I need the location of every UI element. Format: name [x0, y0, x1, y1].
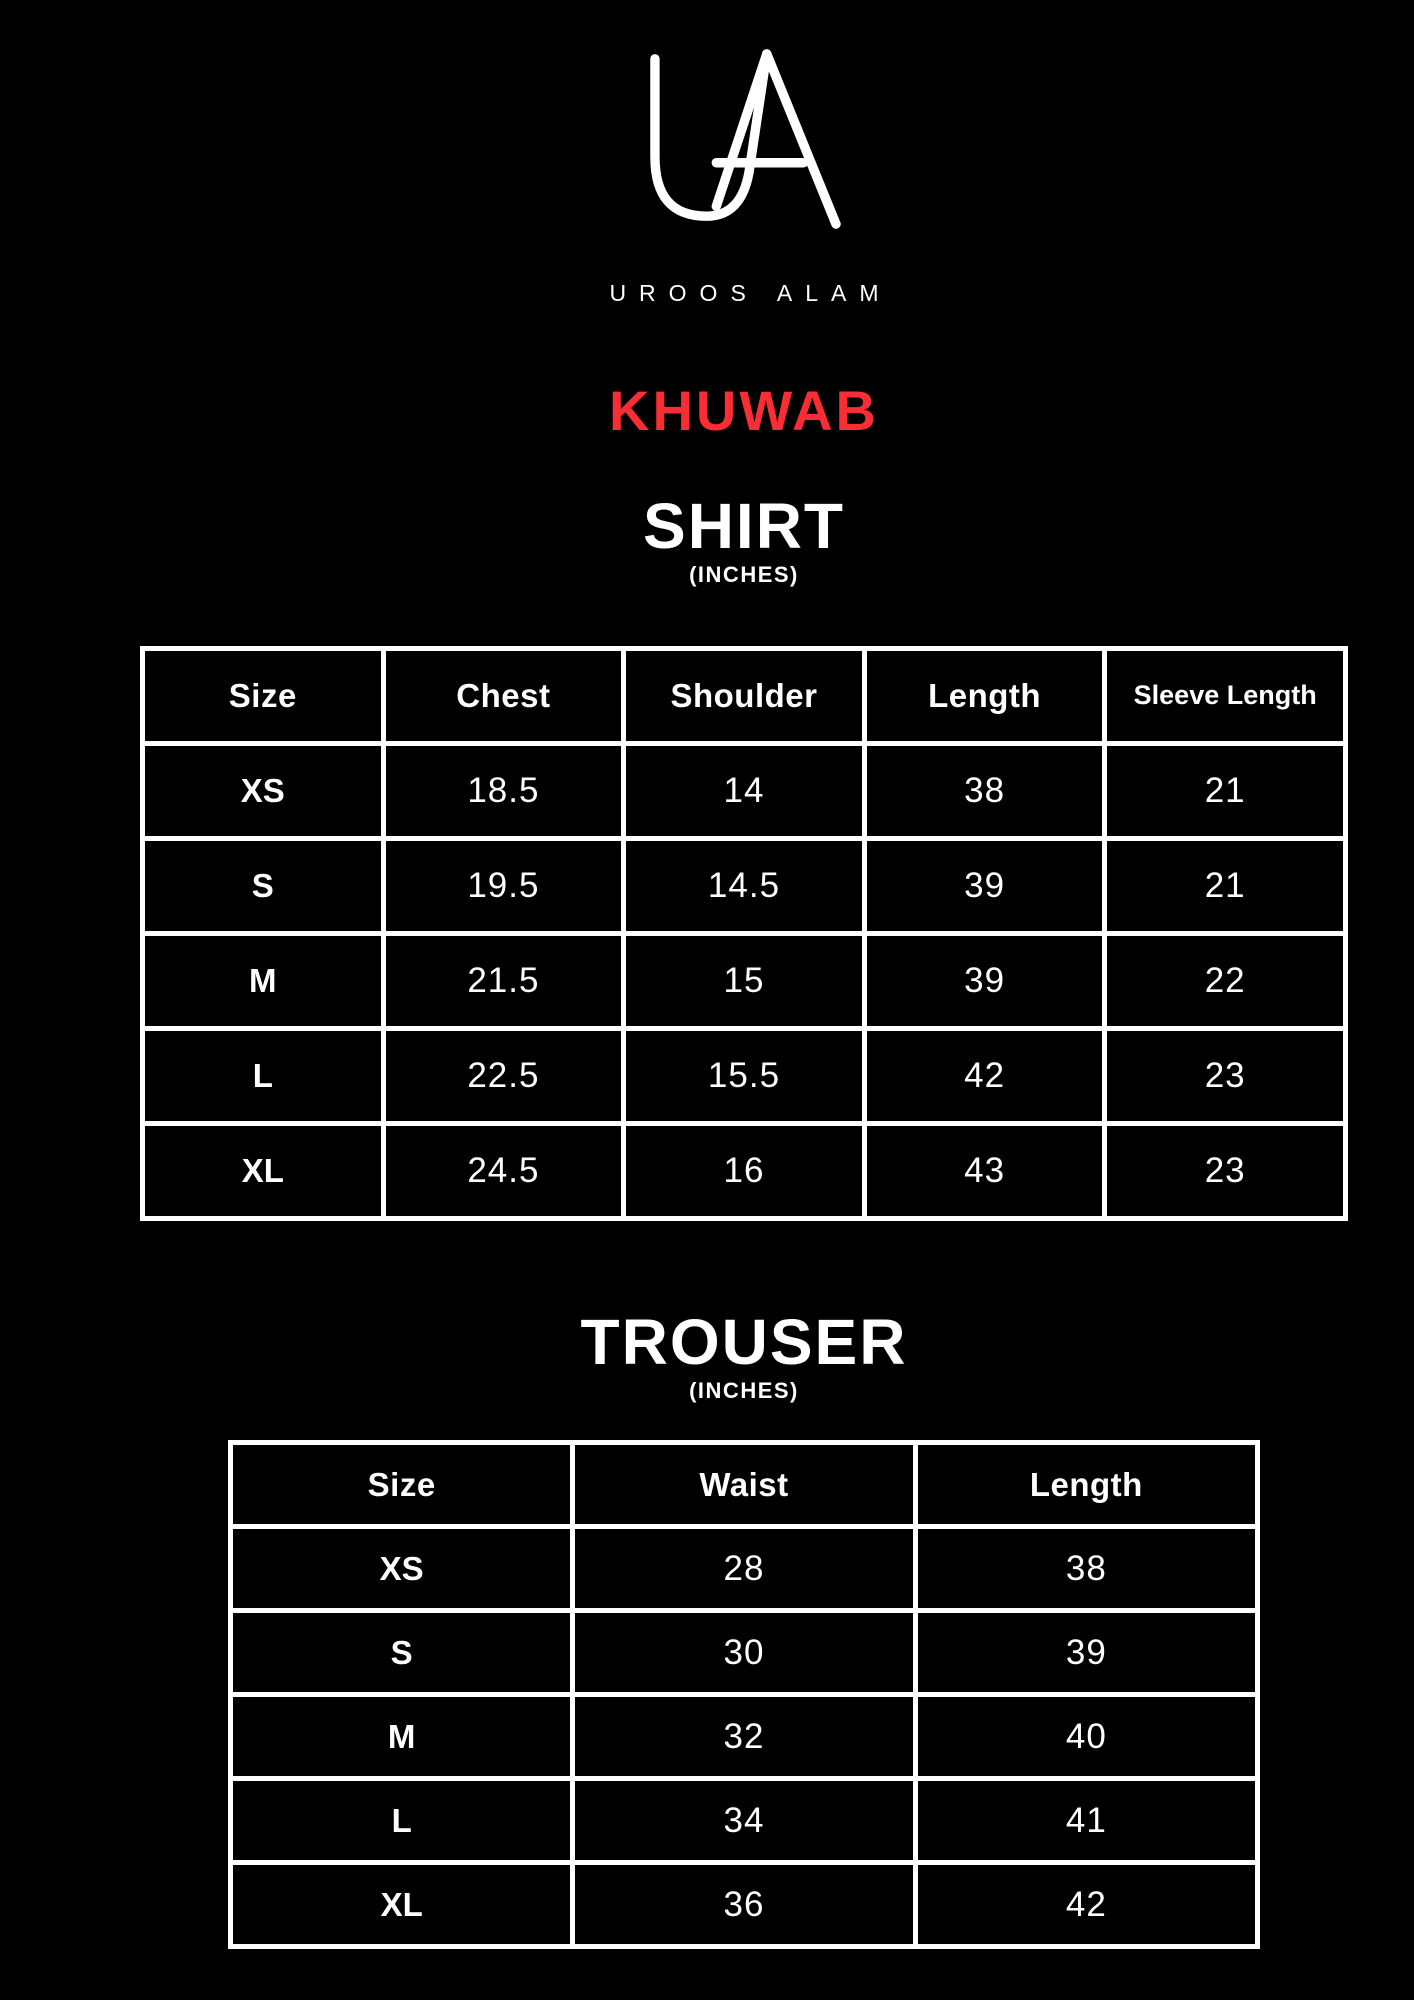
size-label: XS — [227, 1524, 576, 1614]
shirt-size-table: Size Chest Shoulder Length Sleeve Length XS 18… — [140, 645, 1348, 1221]
value-cell: 40 — [912, 1692, 1261, 1782]
value-cell: 22 — [1102, 930, 1348, 1031]
size-label: S — [227, 1608, 576, 1698]
collection-title: KHUWAB — [609, 378, 879, 442]
column-header: Size — [227, 1440, 576, 1530]
value-cell: 39 — [861, 930, 1108, 1031]
value-cell: 21 — [1102, 835, 1348, 936]
column-header: Length — [912, 1440, 1261, 1530]
value-cell: 41 — [912, 1776, 1261, 1866]
column-header: Waist — [570, 1440, 918, 1530]
table-row: XL 36 42 — [227, 1860, 1261, 1950]
shirt-unit-label: (INCHES) — [689, 562, 799, 588]
size-label: L — [140, 1025, 386, 1126]
brand-logo — [74, 46, 1414, 234]
value-cell: 15.5 — [621, 1025, 867, 1126]
column-header: Chest — [380, 645, 627, 746]
ua-monogram-icon — [650, 49, 841, 229]
size-label: M — [227, 1692, 576, 1782]
size-label: XS — [140, 740, 386, 841]
table-row: M 21.5 15 39 22 — [140, 930, 1348, 1031]
table-row: XL 24.5 16 43 23 — [140, 1120, 1348, 1221]
value-cell: 18.5 — [380, 740, 627, 841]
value-cell: 19.5 — [380, 835, 627, 936]
value-cell: 14.5 — [621, 835, 867, 936]
size-label: XL — [140, 1120, 386, 1221]
value-cell: 15 — [621, 930, 867, 1031]
value-cell: 42 — [912, 1860, 1261, 1950]
value-cell: 34 — [570, 1776, 918, 1866]
table-row: S 30 39 — [227, 1608, 1261, 1698]
value-cell: 32 — [570, 1692, 918, 1782]
value-cell: 22.5 — [380, 1025, 627, 1126]
size-label: L — [227, 1776, 576, 1866]
brand-name: UROOS ALAM — [609, 280, 892, 306]
table-row: L 22.5 15.5 42 23 — [140, 1025, 1348, 1126]
value-cell: 23 — [1102, 1120, 1348, 1221]
value-cell: 38 — [912, 1524, 1261, 1614]
table-row: XS 28 38 — [227, 1524, 1261, 1614]
trouser-size-table: Size Waist Length XS 28 38 S 30 39 M 32 40 L 34 41 XL 36… — [227, 1440, 1261, 1950]
value-cell: 38 — [861, 740, 1108, 841]
value-cell: 39 — [861, 835, 1108, 936]
value-cell: 42 — [861, 1025, 1108, 1126]
column-header: Shoulder — [621, 645, 867, 746]
value-cell: 43 — [861, 1120, 1108, 1221]
value-cell: 16 — [621, 1120, 867, 1221]
table-row: XS 18.5 14 38 21 — [140, 740, 1348, 841]
size-label: S — [140, 835, 386, 936]
value-cell: 14 — [621, 740, 867, 841]
table-row: L 34 41 — [227, 1776, 1261, 1866]
table-row: M 32 40 — [227, 1692, 1261, 1782]
shirt-section: SHIRT (INCHES) Size Chest Shoulder Length Sl… — [74, 490, 1414, 1221]
trouser-section: TROUSER (INCHES) Size Waist Length XS 28 38 S 3… — [74, 1305, 1414, 1950]
value-cell: 23 — [1102, 1025, 1348, 1126]
value-cell: 24.5 — [380, 1120, 627, 1221]
value-cell: 21.5 — [380, 930, 627, 1031]
value-cell: 39 — [912, 1608, 1261, 1698]
column-header: Length — [861, 645, 1108, 746]
header-row: Size Waist Length — [227, 1440, 1261, 1530]
table-row: S 19.5 14.5 39 21 — [140, 835, 1348, 936]
value-cell: 36 — [570, 1860, 918, 1950]
column-header: Size — [140, 645, 386, 746]
shirt-section-title: SHIRT — [643, 490, 845, 563]
value-cell: 21 — [1102, 740, 1348, 841]
trouser-section-title: TROUSER — [580, 1305, 908, 1378]
size-label: XL — [227, 1860, 576, 1950]
header-row: Size Chest Shoulder Length Sleeve Length — [140, 645, 1348, 746]
trouser-unit-label: (INCHES) — [689, 1377, 799, 1403]
value-cell: 28 — [570, 1524, 918, 1614]
column-header: Sleeve Length — [1102, 645, 1348, 746]
value-cell: 30 — [570, 1608, 918, 1698]
size-label: M — [140, 930, 386, 1031]
page-content: UROOS ALAM KHUWAB SHIRT (INCHES) Size Che… — [74, 0, 1414, 1950]
